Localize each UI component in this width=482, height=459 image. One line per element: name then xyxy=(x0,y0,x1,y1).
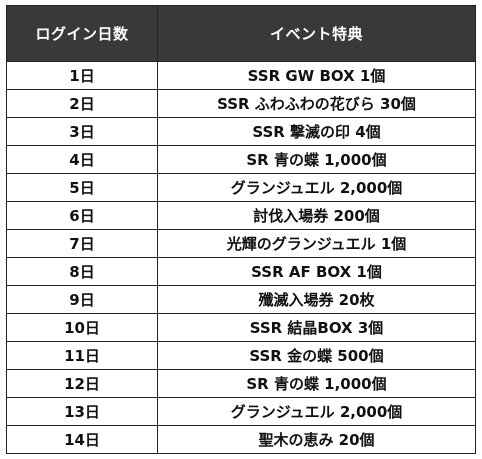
cell-day: 6日 xyxy=(6,201,158,230)
cell-reward: SSR 金の蝶 500個 xyxy=(157,341,476,370)
table-row: 6日 討伐入場券 200個 xyxy=(6,201,476,230)
table-row: 5日 グランジュエル 2,000個 xyxy=(6,173,476,202)
cell-reward: グランジュエル 2,000個 xyxy=(157,397,476,426)
cell-reward: SR 青の蝶 1,000個 xyxy=(157,369,476,398)
table-row: 4日 SR 青の蝶 1,000個 xyxy=(6,145,476,174)
table-row: 12日 SR 青の蝶 1,000個 xyxy=(6,369,476,398)
cell-day: 4日 xyxy=(6,145,158,174)
cell-reward: SSR GW BOX 1個 xyxy=(157,61,476,90)
cell-reward: SSR 撃滅の印 4個 xyxy=(157,117,476,146)
cell-day: 5日 xyxy=(6,173,158,202)
cell-day: 7日 xyxy=(6,229,158,258)
cell-day: 11日 xyxy=(6,341,158,370)
login-bonus-table: ログイン日数 イベント特典 1日 SSR GW BOX 1個 2日 SSR ふわ… xyxy=(6,5,476,454)
table-row: 10日 SSR 結晶BOX 3個 xyxy=(6,313,476,342)
cell-reward: SSR 結晶BOX 3個 xyxy=(157,313,476,342)
table-row: 9日 殲滅入場券 20枚 xyxy=(6,285,476,314)
cell-day: 14日 xyxy=(6,425,158,454)
table-row: 11日 SSR 金の蝶 500個 xyxy=(6,341,476,370)
login-bonus-table-container: ログイン日数 イベント特典 1日 SSR GW BOX 1個 2日 SSR ふわ… xyxy=(6,5,476,454)
cell-reward: 聖木の恵み 20個 xyxy=(157,425,476,454)
table-row: 1日 SSR GW BOX 1個 xyxy=(6,61,476,90)
cell-day: 9日 xyxy=(6,285,158,314)
table-row: 8日 SSR AF BOX 1個 xyxy=(6,257,476,286)
table-row: 13日 グランジュエル 2,000個 xyxy=(6,397,476,426)
table-row: 3日 SSR 撃滅の印 4個 xyxy=(6,117,476,146)
cell-reward: SSR AF BOX 1個 xyxy=(157,257,476,286)
cell-day: 1日 xyxy=(6,61,158,90)
cell-day: 8日 xyxy=(6,257,158,286)
table-row: 7日 光輝のグランジュエル 1個 xyxy=(6,229,476,258)
cell-day: 10日 xyxy=(6,313,158,342)
cell-day: 3日 xyxy=(6,117,158,146)
cell-reward: SR 青の蝶 1,000個 xyxy=(157,145,476,174)
cell-reward: SSR ふわふわの花びら 30個 xyxy=(157,89,476,118)
header-login-days: ログイン日数 xyxy=(6,5,158,62)
cell-reward: 殲滅入場券 20枚 xyxy=(157,285,476,314)
cell-day: 13日 xyxy=(6,397,158,426)
cell-day: 2日 xyxy=(6,89,158,118)
cell-reward: 討伐入場券 200個 xyxy=(157,201,476,230)
cell-reward: 光輝のグランジュエル 1個 xyxy=(157,229,476,258)
header-event-reward: イベント特典 xyxy=(157,5,476,62)
table-row: 2日 SSR ふわふわの花びら 30個 xyxy=(6,89,476,118)
cell-day: 12日 xyxy=(6,369,158,398)
table-row: 14日 聖木の恵み 20個 xyxy=(6,425,476,454)
cell-reward: グランジュエル 2,000個 xyxy=(157,173,476,202)
table-header-row: ログイン日数 イベント特典 xyxy=(6,5,476,62)
